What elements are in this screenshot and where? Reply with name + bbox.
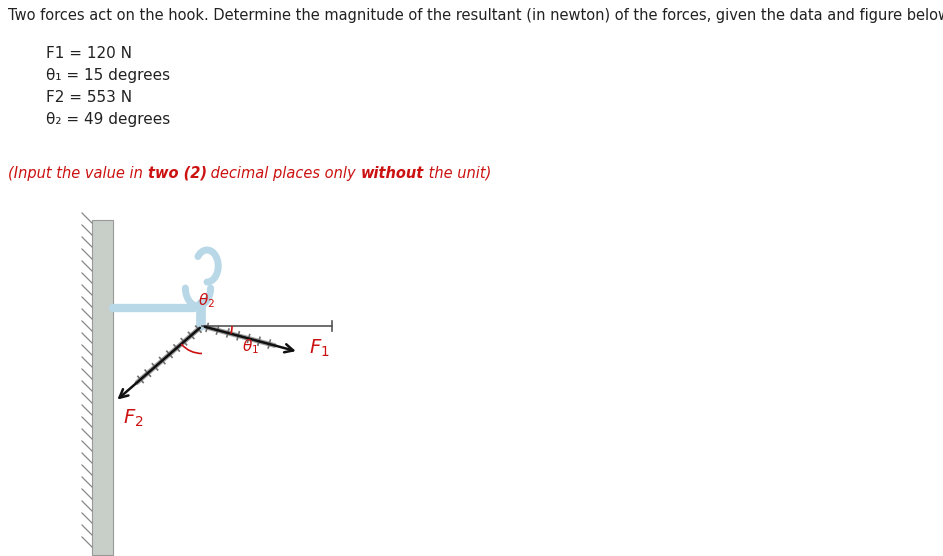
Text: decimal places only: decimal places only xyxy=(207,166,361,181)
Text: $F_2$: $F_2$ xyxy=(124,408,143,429)
Text: the unit): the unit) xyxy=(424,166,491,181)
Polygon shape xyxy=(92,220,113,555)
Text: θ₂ = 49 degrees: θ₂ = 49 degrees xyxy=(46,112,171,127)
Text: F1 = 120 N: F1 = 120 N xyxy=(46,46,132,61)
Text: without: without xyxy=(361,166,424,181)
Text: $\theta_2$: $\theta_2$ xyxy=(198,291,215,310)
Text: (Input the value in: (Input the value in xyxy=(8,166,147,181)
Text: $\theta_1$: $\theta_1$ xyxy=(241,337,258,356)
Text: θ₁ = 15 degrees: θ₁ = 15 degrees xyxy=(46,68,170,83)
Text: $F_1$: $F_1$ xyxy=(308,337,329,359)
Text: F2 = 553 N: F2 = 553 N xyxy=(46,90,132,105)
Text: two (2): two (2) xyxy=(147,166,207,181)
Text: Two forces act on the hook. Determine the magnitude of the resultant (in newton): Two forces act on the hook. Determine th… xyxy=(8,8,943,23)
